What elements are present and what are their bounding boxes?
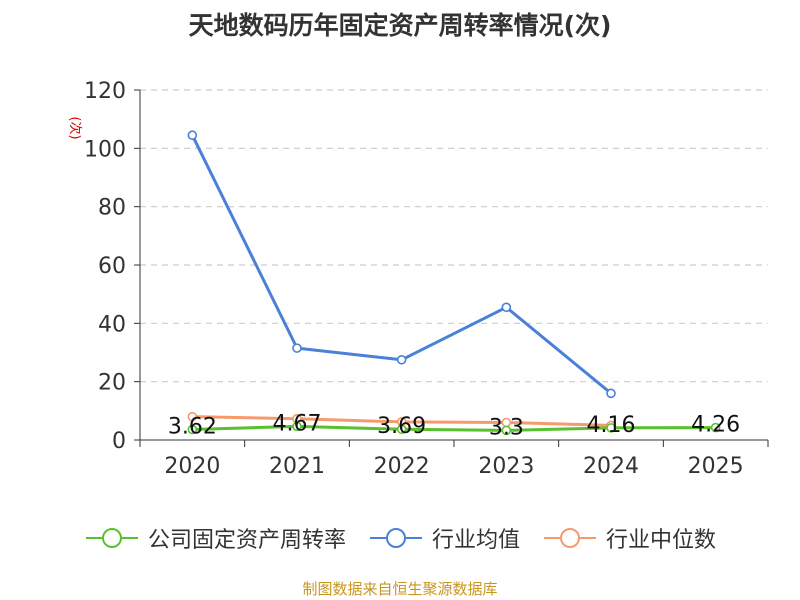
legend-item[interactable]: 行业中位数 bbox=[542, 522, 716, 554]
data-label: 4.67 bbox=[273, 411, 322, 436]
x-tick-label: 2024 bbox=[583, 454, 639, 479]
data-label: 4.26 bbox=[691, 413, 740, 438]
series-line bbox=[192, 424, 716, 432]
y-tick-label: 60 bbox=[98, 254, 126, 279]
data-point bbox=[710, 422, 721, 433]
legend-label: 公司固定资产周转率 bbox=[147, 528, 346, 553]
data-point bbox=[187, 130, 198, 141]
legend-item[interactable]: 行业均值 bbox=[368, 522, 520, 554]
data-point bbox=[606, 388, 616, 399]
data-point bbox=[396, 354, 407, 365]
y-tick-label: 40 bbox=[98, 312, 126, 337]
legend-label: 行业中位数 bbox=[606, 528, 717, 553]
y-tick-label: 120 bbox=[84, 79, 126, 104]
x-tick-label: 2022 bbox=[374, 454, 430, 479]
data-label: 4.16 bbox=[587, 413, 636, 438]
data-point bbox=[292, 343, 302, 353]
x-tick-label: 2020 bbox=[164, 454, 220, 479]
x-tick-label: 2021 bbox=[269, 454, 325, 479]
y-tick-label: 80 bbox=[98, 196, 126, 221]
y-tick-label: 100 bbox=[84, 137, 126, 162]
data-label: 3.69 bbox=[377, 414, 426, 439]
x-tick-label: 2025 bbox=[688, 454, 744, 479]
data-point bbox=[396, 424, 407, 435]
y-tick-label: 20 bbox=[98, 371, 126, 396]
legend-line-circle-icon bbox=[369, 528, 422, 548]
data-point bbox=[501, 302, 512, 313]
data-point bbox=[187, 411, 198, 422]
data-label: 3.62 bbox=[168, 414, 217, 439]
chart-title: 天地数码历年固定资产周转率情况(次) bbox=[188, 11, 612, 40]
data-point bbox=[187, 424, 198, 435]
legend-line-circle-icon bbox=[544, 528, 596, 548]
x-tick-label: 2023 bbox=[478, 454, 534, 479]
data-label: 3.3 bbox=[489, 415, 524, 440]
legend-line-circle-icon bbox=[85, 528, 138, 548]
data-point bbox=[501, 425, 512, 436]
data-source-note: 制图数据来自恒生聚源数据库 bbox=[302, 580, 498, 598]
chart-legend: 公司固定资产周转率 行业均值 行业中位数 bbox=[0, 518, 800, 558]
y-tick-label: 0 bbox=[112, 429, 126, 454]
data-point bbox=[606, 423, 616, 433]
data-point bbox=[292, 421, 302, 432]
legend-label: 行业均值 bbox=[431, 528, 520, 553]
series-line bbox=[190, 134, 612, 395]
legend-item[interactable]: 公司固定资产周转率 bbox=[84, 522, 346, 554]
